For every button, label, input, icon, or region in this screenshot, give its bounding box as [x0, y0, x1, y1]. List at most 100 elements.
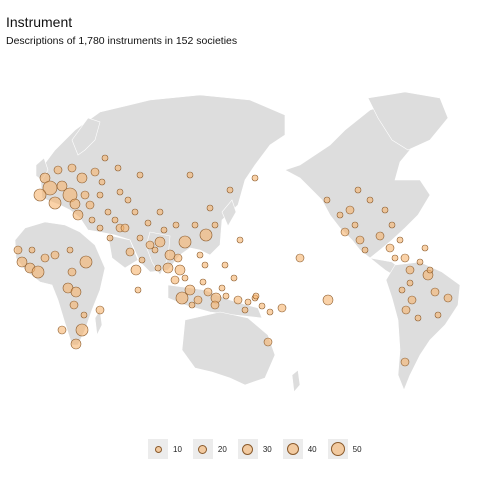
society-point: [69, 198, 81, 210]
society-point: [145, 240, 155, 250]
society-point: [162, 262, 174, 274]
society-point: [416, 258, 424, 266]
page-subtitle: Descriptions of 1,780 instruments in 152…: [6, 35, 238, 47]
society-point: [70, 286, 82, 298]
society-point: [434, 311, 442, 319]
society-point: [70, 338, 82, 350]
land-shape: [107, 234, 139, 269]
society-point: [101, 154, 109, 162]
society-point: [193, 295, 203, 305]
society-point: [322, 294, 334, 306]
society-point: [263, 337, 273, 347]
society-point: [173, 253, 183, 263]
society-point: [13, 245, 23, 255]
society-point: [406, 279, 414, 287]
legend-label: 10: [173, 444, 182, 454]
society-point: [426, 266, 434, 274]
society-point: [181, 274, 189, 282]
legend-key: [192, 439, 213, 459]
society-point: [79, 255, 93, 269]
society-point: [120, 223, 130, 233]
society-point: [401, 305, 411, 315]
legend-circle-icon: [286, 443, 299, 455]
society-point: [203, 287, 213, 297]
society-point: [210, 300, 220, 310]
legend-key: [282, 439, 303, 459]
society-point: [114, 164, 122, 172]
society-point: [199, 278, 207, 286]
society-point: [199, 228, 213, 242]
society-point: [16, 256, 28, 268]
legend-key: [237, 439, 258, 459]
society-point: [430, 287, 440, 297]
society-point: [345, 205, 355, 215]
society-point: [236, 236, 244, 244]
society-point: [151, 246, 159, 254]
society-point: [366, 196, 374, 204]
society-point: [218, 284, 226, 292]
society-point: [124, 196, 132, 204]
society-point: [196, 251, 204, 259]
society-point: [69, 300, 79, 310]
society-point: [184, 284, 196, 296]
legend-item: 40: [282, 439, 322, 459]
society-point: [206, 204, 214, 212]
society-point: [104, 208, 112, 216]
society-point: [175, 291, 189, 305]
size-legend: 10 20 30 40 50: [148, 438, 373, 460]
society-point: [252, 292, 260, 300]
society-point: [407, 295, 417, 305]
society-point: [66, 246, 74, 254]
society-point: [136, 234, 144, 242]
society-point: [405, 265, 415, 275]
society-point: [222, 292, 230, 300]
legend-label: 40: [307, 444, 317, 454]
society-point: [40, 253, 50, 263]
legend-circle-icon: [242, 443, 254, 455]
society-point: [381, 206, 389, 214]
society-point: [354, 186, 362, 194]
society-point: [396, 236, 404, 244]
society-point: [156, 208, 164, 216]
society-points: [13, 154, 453, 367]
legend-item: 20: [192, 439, 232, 459]
society-point: [76, 172, 88, 184]
society-point: [361, 246, 369, 254]
society-point: [90, 167, 100, 177]
society-point: [53, 165, 63, 175]
page-title: Instrument: [6, 14, 73, 30]
legend-item: 30: [237, 439, 277, 459]
society-point: [28, 246, 36, 254]
society-point: [144, 219, 152, 227]
legend-item: 10: [148, 439, 187, 459]
land-shape: [291, 369, 301, 393]
society-point: [130, 264, 142, 276]
society-point: [230, 274, 238, 282]
society-point: [201, 261, 209, 269]
legend-key: [327, 439, 348, 459]
society-point: [95, 305, 105, 315]
society-point: [116, 188, 124, 196]
society-point: [375, 231, 385, 241]
legend-circle-icon: [330, 442, 345, 456]
land-shape: [71, 117, 101, 156]
society-point: [138, 256, 146, 264]
society-point: [400, 253, 410, 263]
society-point: [188, 301, 196, 309]
society-point: [154, 236, 166, 248]
society-point: [80, 190, 90, 200]
legend-circle-icon: [198, 444, 208, 454]
land-shape: [367, 91, 449, 151]
society-point: [106, 234, 114, 242]
society-point: [241, 306, 249, 314]
society-point: [98, 178, 106, 186]
legend-circle-icon: [154, 445, 162, 453]
society-point: [421, 244, 429, 252]
society-point: [414, 314, 422, 322]
society-point: [221, 261, 229, 269]
society-point: [154, 264, 162, 272]
society-point: [295, 253, 305, 263]
society-point: [277, 303, 287, 313]
society-point: [134, 286, 142, 294]
society-point: [244, 298, 252, 306]
